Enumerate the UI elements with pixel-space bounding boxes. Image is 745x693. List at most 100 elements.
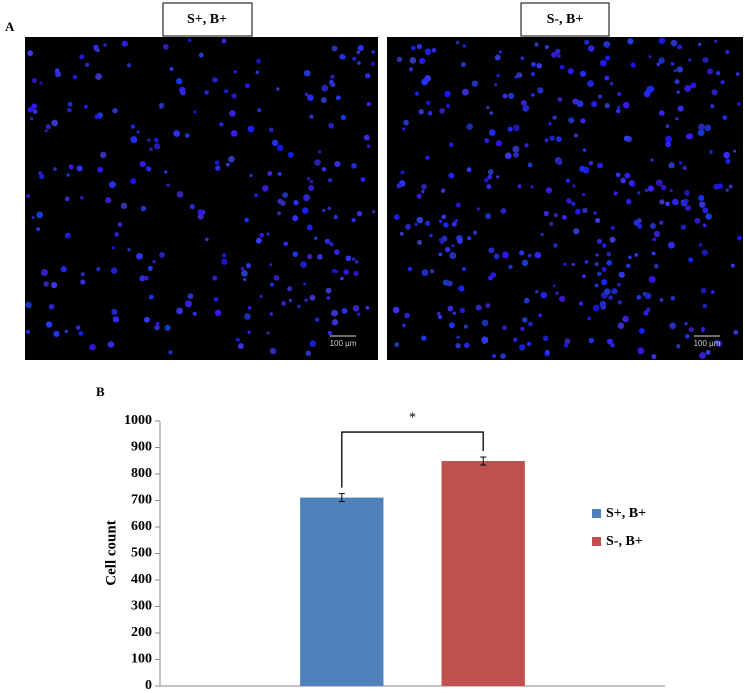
cell (531, 93, 535, 97)
cell (709, 150, 713, 154)
cell (439, 219, 443, 224)
cell (356, 312, 361, 317)
y-tick-label: 600 (131, 519, 152, 534)
cell (197, 213, 204, 220)
cell (72, 74, 78, 80)
cell (702, 57, 709, 64)
cell (148, 294, 154, 300)
cell (674, 79, 680, 85)
cell (343, 269, 350, 275)
cell (475, 304, 482, 311)
cell (673, 68, 677, 73)
cell (699, 201, 706, 208)
cell (176, 190, 184, 198)
cell (531, 72, 536, 77)
cell (51, 119, 59, 127)
cell (492, 353, 496, 358)
cell (700, 287, 707, 294)
cell (221, 38, 227, 44)
cell (31, 215, 35, 220)
cell (329, 241, 334, 247)
legend-swatch (592, 537, 601, 546)
cell (197, 209, 204, 215)
cell (733, 329, 739, 335)
cell (416, 193, 422, 199)
cell (446, 104, 450, 108)
cell (659, 199, 665, 205)
cell (582, 148, 587, 152)
cell (241, 270, 248, 277)
cell (490, 272, 497, 278)
cell (451, 221, 457, 227)
cell (452, 311, 456, 315)
cell (303, 69, 311, 77)
cell (425, 51, 430, 56)
cell (571, 262, 575, 267)
cell (331, 45, 338, 52)
cell (176, 78, 183, 85)
cell (704, 124, 712, 132)
cell (624, 172, 631, 179)
cell (460, 62, 466, 68)
cell (698, 123, 705, 131)
cell (613, 191, 618, 196)
cell (521, 317, 528, 323)
cell (513, 337, 518, 343)
cell (159, 251, 166, 258)
cell (214, 160, 220, 166)
cell (527, 253, 532, 258)
cell (471, 80, 479, 87)
cell (36, 227, 41, 231)
cell (542, 335, 549, 342)
cell (120, 202, 128, 210)
cell (520, 56, 525, 60)
cell (565, 178, 571, 183)
cell (552, 284, 556, 288)
cell (500, 207, 507, 214)
cell (403, 119, 409, 126)
cell (591, 100, 598, 108)
cell (685, 205, 692, 212)
cell (416, 43, 423, 50)
cell (245, 262, 251, 269)
cell (665, 124, 670, 129)
cell (530, 185, 534, 189)
cell (566, 198, 572, 204)
cell (455, 202, 461, 208)
cell (328, 122, 335, 129)
cell (254, 193, 258, 198)
cell (287, 286, 293, 292)
cell (393, 214, 400, 220)
cell (502, 325, 507, 331)
cell (637, 347, 645, 355)
y-tick-label: 0 (145, 678, 152, 693)
cell (224, 89, 229, 94)
cell (292, 215, 299, 222)
cell (345, 255, 352, 262)
cell (441, 214, 447, 220)
cell (587, 45, 595, 52)
cell (651, 354, 657, 360)
cell (735, 72, 740, 76)
cell (215, 165, 221, 171)
cell (534, 42, 539, 47)
cell (568, 117, 575, 124)
cell-layer (25, 37, 742, 360)
cell (45, 124, 51, 130)
cell (261, 184, 269, 192)
cell (308, 184, 315, 192)
cell (136, 130, 140, 134)
cell (659, 297, 664, 302)
cell (427, 110, 433, 116)
cell (494, 83, 498, 87)
cell (681, 201, 685, 206)
cell (644, 188, 649, 192)
cell (451, 244, 455, 248)
cell (409, 56, 417, 64)
cell (622, 101, 630, 109)
cell (684, 189, 690, 196)
cell (676, 90, 680, 94)
cell (429, 268, 435, 274)
cell (126, 63, 132, 68)
cell (715, 71, 721, 76)
